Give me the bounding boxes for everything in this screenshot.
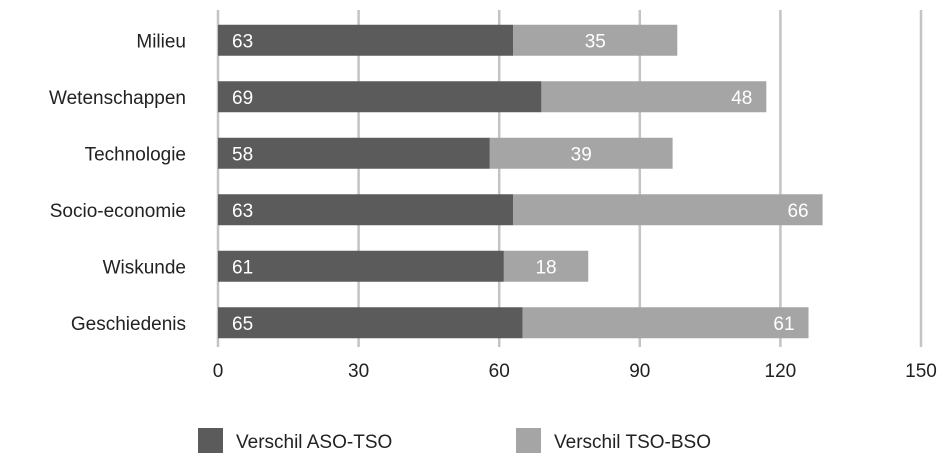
bar-segment xyxy=(522,307,809,339)
bars: 63 35 69 48 58 39 63 66 61 18 65 61 xyxy=(218,24,823,339)
gridlines xyxy=(216,10,923,347)
legend-label: Verschil TSO-BSO xyxy=(554,432,711,453)
data-label: 63 xyxy=(232,31,253,52)
bar-segment xyxy=(218,194,514,226)
data-label: 66 xyxy=(787,201,808,222)
data-label: 39 xyxy=(571,144,592,165)
category-labels: Milieu Wetenschappen Technologie Socio-econ… xyxy=(49,31,186,335)
bar-segment xyxy=(513,194,823,226)
category-label: Technologie xyxy=(85,144,186,165)
x-tick-label: 0 xyxy=(213,361,224,382)
x-tick-label: 90 xyxy=(629,361,650,382)
bar-segment xyxy=(218,250,504,282)
category-label: Socio-economie xyxy=(50,201,186,222)
category-label: Wiskunde xyxy=(103,257,186,278)
data-label: 61 xyxy=(773,314,794,335)
category-label: Wetenschappen xyxy=(49,88,186,109)
data-label: 65 xyxy=(232,314,253,335)
data-label: 35 xyxy=(585,31,606,52)
x-tick-label: 30 xyxy=(348,361,369,382)
data-label: 63 xyxy=(232,201,253,222)
legend-swatch xyxy=(198,428,223,453)
x-tick-label: 120 xyxy=(765,361,797,382)
category-label: Geschiedenis xyxy=(71,314,186,335)
bar-segment xyxy=(218,81,542,113)
data-label: 69 xyxy=(232,88,253,109)
legend: Verschil ASO-TSO Verschil TSO-BSO xyxy=(198,428,711,453)
bar-segment xyxy=(218,24,514,56)
data-label: 58 xyxy=(232,144,253,165)
data-label: 18 xyxy=(535,257,556,278)
bar-segment xyxy=(218,307,523,339)
bar-segment xyxy=(218,137,490,169)
legend-swatch xyxy=(516,428,541,453)
data-label: 48 xyxy=(731,88,752,109)
data-label: 61 xyxy=(232,257,253,278)
x-axis-tick-labels: 0 30 60 90 120 150 xyxy=(213,361,937,382)
bar-segment xyxy=(489,137,673,169)
bar-segment xyxy=(503,250,589,282)
x-tick-label: 150 xyxy=(905,361,937,382)
category-label: Milieu xyxy=(136,31,186,52)
bar-segment xyxy=(541,81,767,113)
x-tick-label: 60 xyxy=(489,361,510,382)
legend-label: Verschil ASO-TSO xyxy=(236,432,392,453)
bar-segment xyxy=(513,24,678,56)
